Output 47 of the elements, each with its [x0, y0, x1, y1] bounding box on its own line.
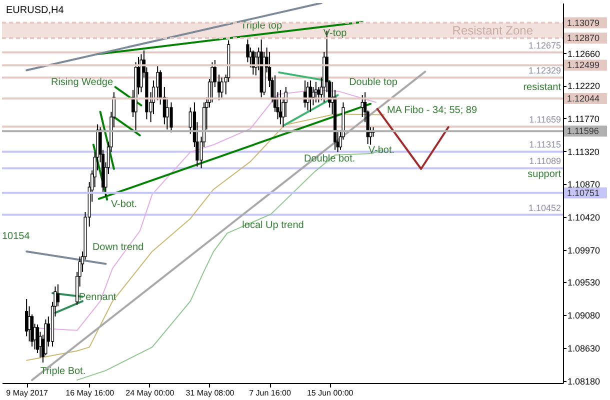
ref-line-label: 1.12044	[567, 93, 600, 104]
ref-line-label: 1.12329	[528, 66, 561, 76]
y-tick-label: 1.10420	[568, 212, 600, 223]
annotation: Triple Bot.	[40, 366, 86, 377]
y-tick-label: 1.09080	[568, 310, 600, 321]
ref-line-label: 1.11089	[529, 156, 561, 166]
x-tick-label: 9 May 2017	[6, 388, 49, 398]
ref-line-label: 1.12870	[567, 33, 600, 44]
x-tick-label: 31 May 08:00	[186, 388, 235, 398]
annotation: local Up trend	[242, 220, 304, 231]
y-tick-label: 1.11770	[568, 114, 600, 124]
annotation: Double top	[349, 76, 398, 88]
x-tick-label: 16 May 16:00	[66, 388, 115, 398]
x-tick-label: 24 May 00:00	[126, 388, 175, 398]
ref-line-label: 1.10751	[567, 188, 600, 198]
ref-line-label: 1.11315	[529, 140, 561, 150]
ref-line-label: 1.12675	[528, 40, 561, 50]
annotation: V-bot.	[368, 144, 395, 156]
candlestick	[156, 64, 160, 101]
candlestick	[170, 102, 173, 133]
annotation: 10154	[2, 231, 30, 242]
ref-line-label: 1.11596	[567, 126, 599, 136]
y-tick-label: 1.10870	[568, 180, 600, 190]
annotation: Rising Wedge	[50, 77, 114, 88]
y-tick-label: 1.12660	[568, 48, 600, 59]
candlestick	[56, 284, 60, 307]
candlestick	[308, 80, 312, 112]
annotation: support	[528, 169, 562, 180]
annotation: MA Fibo - 34; 55; 89	[386, 105, 478, 116]
chart-title: EURUSD,H4	[6, 5, 64, 16]
candlestick	[220, 77, 224, 100]
annotation: resistant	[523, 82, 562, 93]
y-tick-label: 1.12220	[568, 81, 600, 92]
annotation: V-bot.	[110, 199, 138, 210]
ref-line-label: 1.12499	[567, 60, 600, 70]
annotation: Down trend	[92, 242, 144, 253]
x-tick-label: 7 Jun 16:00	[249, 388, 292, 398]
band-label: Resistant Zone	[452, 23, 534, 38]
ref-line-label: 1.10452	[528, 202, 561, 213]
y-tick-label: 1.09970	[568, 246, 600, 256]
y-tick-label: 1.09530	[568, 278, 600, 288]
ref-line-label: 1.11659	[529, 114, 561, 125]
ref-line-label: 1.13079	[567, 18, 600, 28]
y-tick-label: 1.08180	[568, 376, 600, 386]
y-tick-label: 1.11320	[568, 146, 600, 157]
y-tick-label: 1.08630	[568, 343, 600, 354]
x-tick-label: 15 Jun 00:00	[306, 388, 354, 398]
